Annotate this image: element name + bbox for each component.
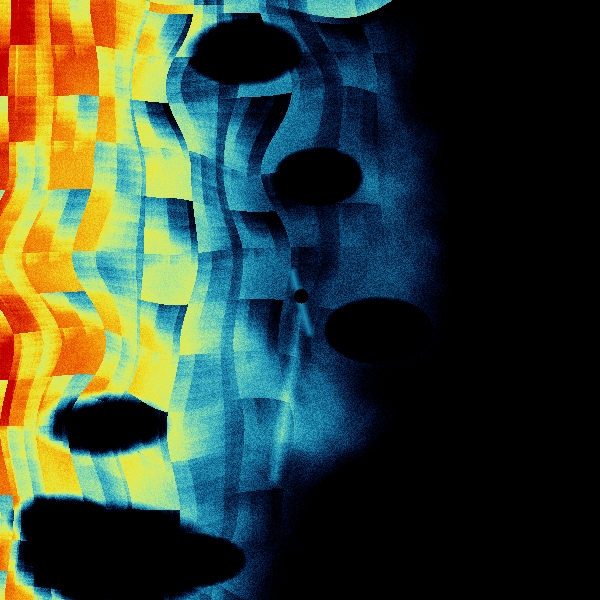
image-viewport: Astronomical false-color intensity map w… (0, 0, 600, 600)
false-color-intensity-map (0, 0, 600, 600)
